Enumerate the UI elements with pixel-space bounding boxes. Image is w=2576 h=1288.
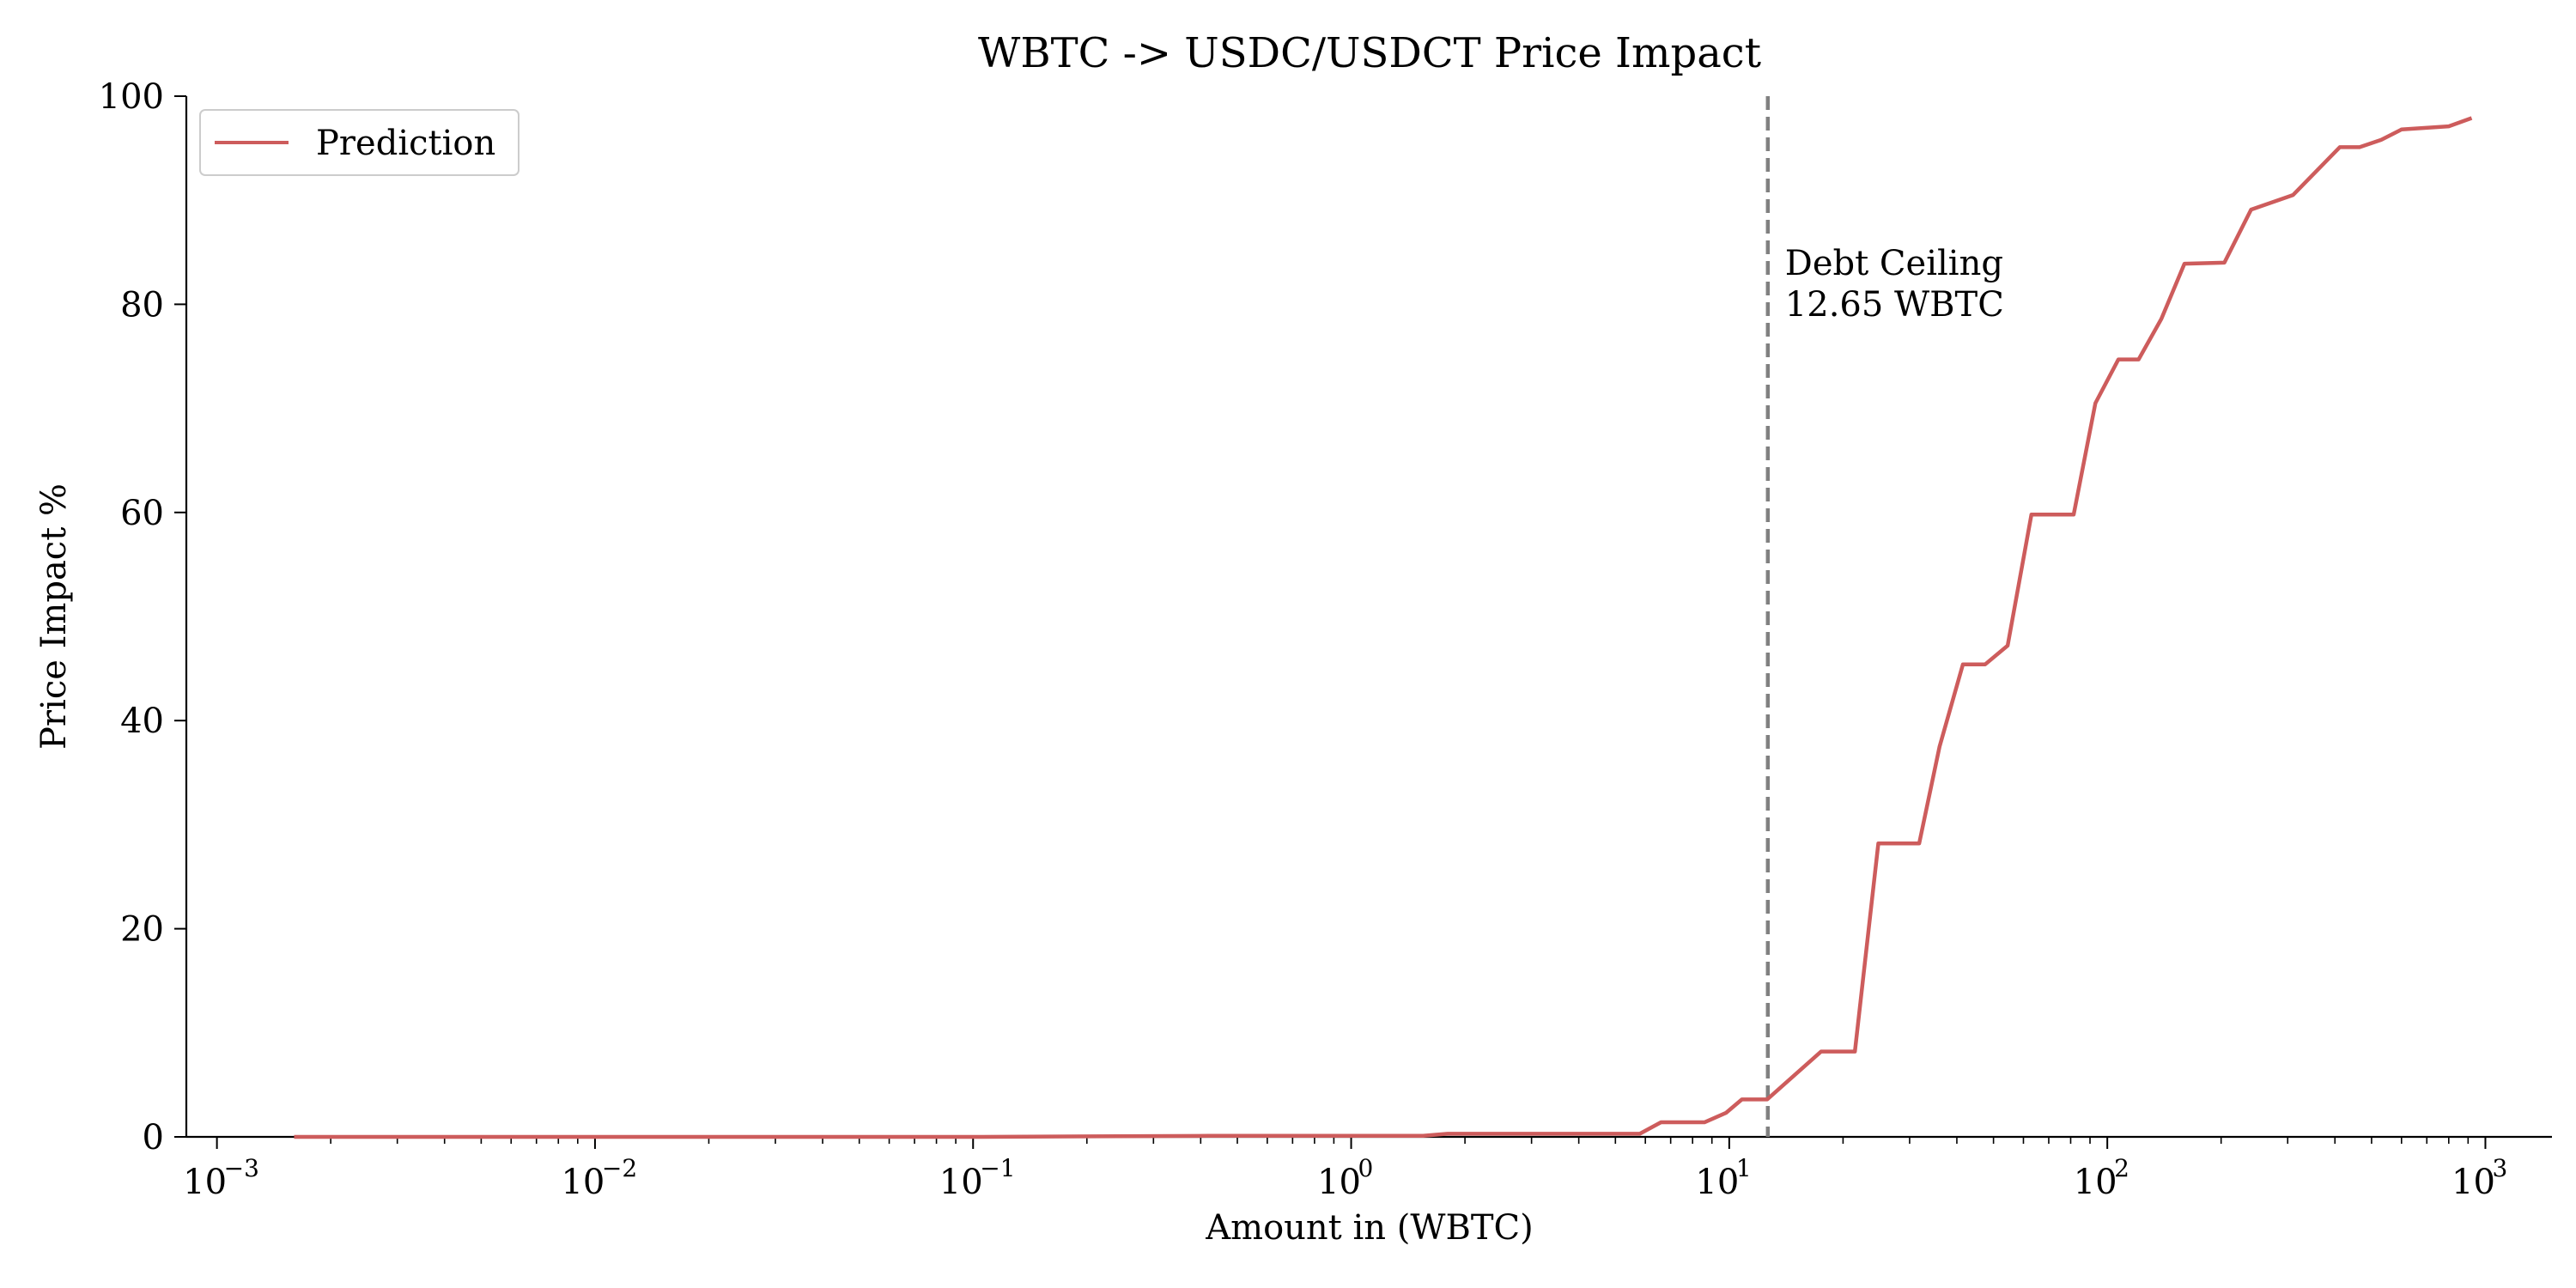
- legend: Prediction: [199, 109, 519, 176]
- y-tick-label: 100: [99, 77, 164, 117]
- legend-frame: [199, 109, 519, 176]
- x-tick-exponent: 2: [2114, 1154, 2129, 1182]
- legend-label-prediction: Prediction: [316, 124, 495, 163]
- debt-ceiling-label: Debt Ceiling: [1785, 244, 2003, 283]
- x-tick-exponent: −1: [980, 1154, 1015, 1182]
- y-tick-label: 20: [120, 910, 164, 950]
- x-tick-label: 10: [1695, 1163, 1739, 1202]
- x-tick-exponent: 3: [2492, 1154, 2507, 1182]
- series-line-prediction: [294, 116, 2473, 1139]
- chart-title: WBTC -> USDC/USDCT Price Impact: [978, 29, 1761, 77]
- x-tick-label: 10: [939, 1163, 983, 1202]
- y-tick-label: 0: [143, 1118, 164, 1157]
- x-axis-label: Amount in (WBTC): [1205, 1208, 1533, 1248]
- y-axis-ticks: 0 20 40 60 80 100: [99, 77, 186, 1157]
- x-tick-label: 10: [1317, 1163, 1361, 1202]
- x-tick-exponent: 0: [1358, 1154, 1374, 1182]
- x-tick-label: 10: [183, 1163, 227, 1202]
- series-group: [294, 116, 2473, 1139]
- debt-ceiling-label: 12.65 WBTC: [1785, 285, 2004, 325]
- y-tick-label: 80: [120, 285, 164, 325]
- y-tick-label: 60: [120, 494, 164, 533]
- x-tick-exponent: 1: [1736, 1154, 1752, 1182]
- y-axis-label: Price Impact %: [34, 483, 74, 750]
- x-tick-exponent: −2: [602, 1154, 637, 1182]
- y-tick-label: 40: [120, 702, 164, 741]
- x-tick-label: 10: [2451, 1163, 2495, 1202]
- x-tick-label: 10: [561, 1163, 605, 1202]
- x-axis-ticks: 10−3 10−2 10−1 100 101 102 103: [183, 1137, 2507, 1202]
- x-tick-label: 10: [2074, 1163, 2117, 1202]
- x-tick-exponent: −3: [224, 1154, 259, 1182]
